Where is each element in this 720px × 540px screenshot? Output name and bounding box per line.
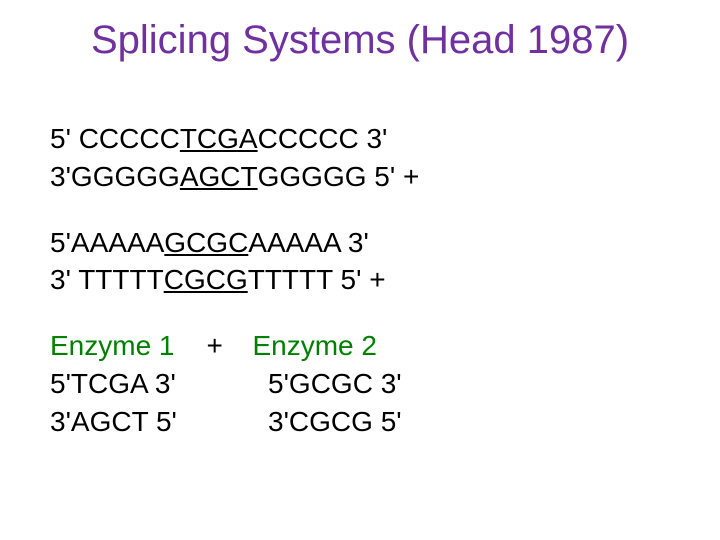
seq2-line1-prefix: 5'AAAAA [50,227,164,258]
seq2-line2-prefix: 3' TTTTT [50,264,164,295]
enzyme-2-line1: 5'GCGC 3' [252,365,401,403]
seq1-line2-mid: AGCT [180,161,258,192]
slide: Splicing Systems (Head 1987) 5' CCCCCTCG… [0,0,720,540]
seq2-line2-mid: CGCG [164,264,248,295]
seq2-line2-suffix: TTTTT 5' + [248,264,386,295]
enzyme-1-line1: 5'TCGA 3' [50,365,177,403]
enzyme-2-label: Enzyme 2 [252,327,401,365]
plus-symbol: + [185,327,245,365]
seq1-line1-prefix: 5' CCCCC [50,123,180,154]
enzymes-block: Enzyme 1 5'TCGA 3' 3'AGCT 5' + Enzyme 2 … [50,327,419,440]
seq1-line1-suffix: CCCCC 3' [258,123,388,154]
slide-body: 5' CCCCCTCGACCCCC 3' 3'GGGGGAGCTGGGGG 5'… [50,120,419,441]
sequence-block-1: 5' CCCCCTCGACCCCC 3' 3'GGGGGAGCTGGGGG 5'… [50,120,419,196]
seq2-line1-mid: GCGC [164,227,248,258]
enzyme-1-column: Enzyme 1 5'TCGA 3' 3'AGCT 5' [50,327,177,440]
slide-title: Splicing Systems (Head 1987) [0,18,720,63]
enzyme-2-column: Enzyme 2 5'GCGC 3' 3'CGCG 5' [252,327,401,440]
seq1-line2-prefix: 3'GGGGG [50,161,180,192]
seq1-line2-suffix: GGGGG 5' + [258,161,420,192]
seq2-line1-suffix: AAAAA 3' [248,227,369,258]
seq1-line1: 5' CCCCCTCGACCCCC 3' [50,120,419,158]
seq1-line2: 3'GGGGGAGCTGGGGG 5' + [50,158,419,196]
seq2-line1: 5'AAAAAGCGCAAAAA 3' [50,224,419,262]
seq2-line2: 3' TTTTTCGCGTTTTT 5' + [50,261,419,299]
enzyme-1-line2: 3'AGCT 5' [50,403,177,441]
seq1-line1-mid: TCGA [180,123,258,154]
enzyme-2-line2: 3'CGCG 5' [252,403,401,441]
enzyme-1-label: Enzyme 1 [50,327,177,365]
sequence-block-2: 5'AAAAAGCGCAAAAA 3' 3' TTTTTCGCGTTTTT 5'… [50,224,419,300]
